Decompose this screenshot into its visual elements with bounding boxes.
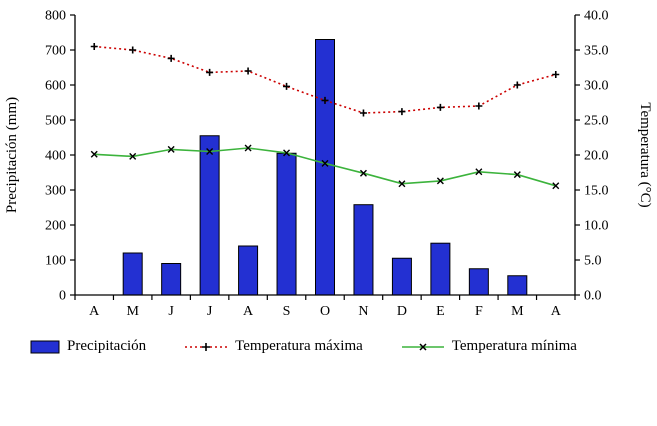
svg-text:M: M — [126, 304, 139, 319]
svg-text:J: J — [207, 304, 213, 319]
svg-text:100: 100 — [45, 254, 66, 269]
svg-text:400: 400 — [45, 149, 66, 164]
svg-text:0.0: 0.0 — [584, 289, 602, 304]
svg-text:30.0: 30.0 — [584, 79, 609, 94]
svg-text:10.0: 10.0 — [584, 219, 609, 234]
svg-text:A: A — [551, 304, 562, 319]
svg-text:35.0: 35.0 — [584, 44, 609, 59]
svg-text:A: A — [89, 304, 100, 319]
svg-text:5.0: 5.0 — [584, 254, 602, 269]
svg-text:0: 0 — [59, 289, 66, 304]
svg-text:800: 800 — [45, 9, 66, 24]
svg-text:20.0: 20.0 — [584, 149, 609, 164]
svg-text:O: O — [320, 304, 330, 319]
svg-text:25.0: 25.0 — [584, 114, 609, 129]
legend-item-temp-max: Temperatura máxima — [184, 338, 363, 355]
svg-text:Temperatura (°C): Temperatura (°C) — [637, 102, 653, 207]
svg-text:D: D — [397, 304, 407, 319]
svg-text:200: 200 — [45, 219, 66, 234]
svg-text:M: M — [511, 304, 524, 319]
svg-text:40.0: 40.0 — [584, 9, 609, 24]
svg-text:S: S — [283, 304, 291, 319]
svg-text:300: 300 — [45, 184, 66, 199]
svg-text:E: E — [436, 304, 445, 319]
temp-min-swatch-icon — [401, 342, 444, 351]
legend-label-temp-max: Temperatura máxima — [235, 338, 363, 354]
svg-text:500: 500 — [45, 114, 66, 129]
svg-text:600: 600 — [45, 79, 66, 94]
svg-text:15.0: 15.0 — [584, 184, 609, 199]
svg-text:A: A — [243, 304, 254, 319]
legend-item-precipitacion: Precipitación — [30, 338, 146, 355]
svg-text:N: N — [358, 304, 368, 319]
svg-text:F: F — [475, 304, 483, 319]
svg-text:Precipitación (mm): Precipitación (mm) — [4, 97, 20, 213]
legend-label-precipitacion: Precipitación — [67, 338, 147, 354]
legend-item-temp-min: Temperatura mínima — [401, 338, 577, 355]
temp-max-swatch-icon — [185, 342, 228, 351]
precipitation-swatch-icon — [30, 340, 60, 353]
chart-legend: Precipitación Temperatura máxima Tempera… — [30, 338, 657, 355]
svg-text:J: J — [168, 304, 174, 319]
legend-label-temp-min: Temperatura mínima — [451, 338, 577, 354]
svg-text:700: 700 — [45, 44, 66, 59]
plot-area: 0 100 200 300 400 500 600 700 800 0.0 5.0 10.0 15.0 2… — [4, 9, 653, 320]
